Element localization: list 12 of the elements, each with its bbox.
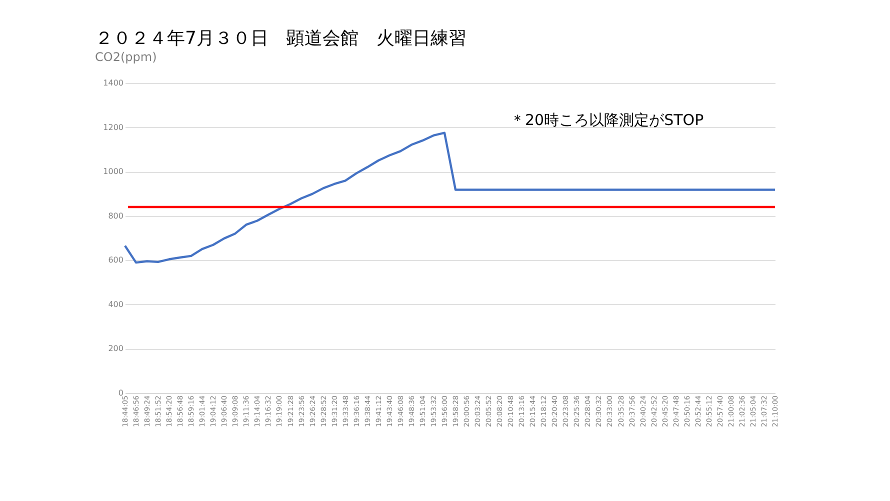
y-tick-label: 1200 <box>103 122 124 132</box>
y-tick-label: 400 <box>108 300 124 309</box>
chart-subtitle: CO2(ppm) <box>95 50 157 64</box>
y-tick-label: 0 <box>118 388 124 398</box>
y-tick-label: 600 <box>108 256 124 265</box>
chart-title: ２０２４年7月３０日 顕道会館 火曜日練習 <box>95 28 466 49</box>
y-tick-label: 200 <box>108 344 124 354</box>
y-tick-label: 1400 <box>103 78 124 88</box>
y-tick-label: 800 <box>108 211 124 220</box>
annotation: ＊20時ころ以降測定がSTOP <box>510 111 704 129</box>
line-series <box>124 132 776 264</box>
y-tick-label: 1000 <box>103 167 124 176</box>
